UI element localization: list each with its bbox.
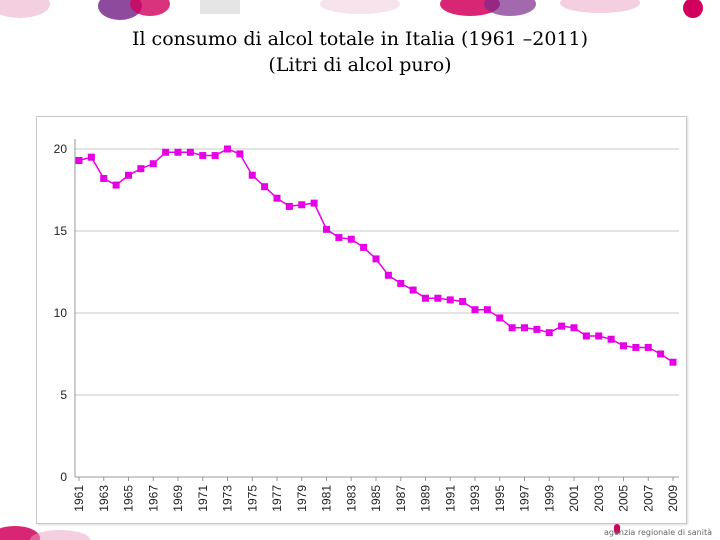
- x-tick-label: 1971: [196, 485, 210, 512]
- x-tick-label: 1967: [146, 485, 160, 512]
- data-point-1980: [310, 199, 318, 207]
- data-point-1983: [347, 235, 355, 243]
- data-point-1973: [224, 145, 231, 153]
- data-point-1977: [273, 194, 281, 202]
- data-point-1964: [112, 181, 120, 189]
- data-series: [75, 145, 677, 366]
- data-point-2008: [657, 350, 665, 358]
- footer-text: agenzia regionale di sanità: [604, 528, 712, 537]
- x-tick-label: 1991: [443, 485, 457, 512]
- data-point-1968: [162, 148, 170, 156]
- x-tick-label: 1995: [493, 485, 507, 512]
- data-point-1996: [508, 324, 516, 332]
- data-point-1971: [199, 152, 207, 160]
- data-point-1988: [409, 286, 417, 294]
- data-point-1995: [496, 314, 504, 322]
- x-tick-label: 1961: [72, 485, 86, 512]
- x-tick-label: 2009: [666, 485, 680, 512]
- y-tick-label: 0: [60, 470, 67, 484]
- x-tick-label: 1985: [369, 485, 383, 512]
- data-point-1999: [545, 329, 553, 337]
- data-point-1992: [459, 298, 467, 306]
- x-tick-label: 1999: [542, 485, 556, 512]
- x-tick-label: 1977: [270, 485, 284, 512]
- data-point-1965: [125, 171, 132, 179]
- y-tick-labels: 0 5 10 15 20: [54, 142, 68, 484]
- x-tick-label: 1973: [221, 485, 235, 512]
- data-point-1991: [446, 296, 454, 304]
- y-tick-label: 10: [54, 306, 68, 320]
- x-tick-label: 1993: [468, 485, 482, 512]
- data-point-1966: [137, 165, 145, 173]
- x-tick-label: 1997: [518, 485, 532, 512]
- data-point-1975: [248, 171, 256, 179]
- data-point-1963: [100, 175, 108, 183]
- x-tick-label: 1969: [171, 485, 185, 512]
- x-tick-label: 1975: [245, 485, 259, 512]
- data-point-1969: [174, 148, 182, 156]
- data-point-2005: [620, 342, 627, 350]
- data-point-1982: [335, 234, 343, 242]
- data-point-2001: [570, 324, 578, 332]
- x-tick-labels: 1961 1963 1965 1967 1969 1971 1973 1975 1977 1979…: [72, 485, 680, 512]
- data-point-1972: [211, 152, 219, 160]
- y-tick-label: 5: [60, 388, 67, 402]
- data-point-1979: [298, 201, 306, 209]
- data-point-1997: [521, 324, 528, 332]
- data-point-1978: [285, 202, 293, 210]
- slide-title: Il consumo di alcol totale in Italia (19…: [0, 26, 720, 78]
- data-point-1987: [397, 279, 405, 287]
- data-point-1974: [236, 150, 244, 158]
- data-point-2000: [558, 322, 566, 330]
- chart-frame: 0 5 10 15 20 1961 1963 1965 1967 1969 1971 1973 197…: [36, 116, 687, 524]
- x-tick-label: 1963: [97, 485, 111, 512]
- data-point-1993: [471, 306, 479, 314]
- line-chart: 0 5 10 15 20 1961 1963 1965 1967 1969 1971 1973 197…: [54, 139, 680, 512]
- data-point-1994: [483, 306, 491, 314]
- data-point-1981: [323, 225, 330, 233]
- x-tick-label: 2007: [641, 485, 655, 512]
- data-point-1990: [434, 294, 442, 302]
- data-point-2003: [595, 332, 603, 340]
- slide-title-line-2: (Litri di alcol puro): [268, 54, 452, 76]
- data-point-1989: [422, 294, 429, 302]
- x-tick-label: 2005: [617, 485, 631, 512]
- slide-title-line-1: Il consumo di alcol totale in Italia (19…: [131, 28, 589, 50]
- x-tick-label: 1987: [394, 485, 408, 512]
- data-point-1970: [186, 148, 194, 156]
- x-tick-label: 1981: [320, 485, 334, 512]
- data-point-1962: [87, 153, 95, 161]
- data-point-2006: [632, 343, 640, 351]
- data-point-1967: [149, 160, 157, 168]
- y-tick-label: 20: [54, 142, 68, 156]
- data-point-2004: [607, 335, 615, 343]
- x-tick-label: 1983: [344, 485, 358, 512]
- x-tick-label: 1965: [122, 485, 136, 512]
- data-point-2002: [582, 332, 590, 340]
- gridlines: [75, 148, 679, 478]
- x-tick-label: 2003: [592, 485, 606, 512]
- y-tick-label: 15: [54, 224, 68, 238]
- data-point-1985: [372, 255, 380, 263]
- data-point-1998: [533, 325, 541, 333]
- data-point-1986: [384, 271, 392, 279]
- data-point-2009: [669, 358, 677, 366]
- x-tick-label: 2001: [567, 485, 581, 512]
- data-point-1984: [360, 243, 368, 251]
- axes: [74, 139, 679, 481]
- data-point-2007: [644, 343, 652, 351]
- footer-logo-icon: [614, 524, 620, 534]
- data-point-1976: [261, 183, 269, 191]
- x-tick-label: 1989: [419, 485, 433, 512]
- data-point-1961: [75, 156, 83, 164]
- decorative-top-banner: [0, 0, 703, 20]
- x-tick-label: 1979: [295, 485, 309, 512]
